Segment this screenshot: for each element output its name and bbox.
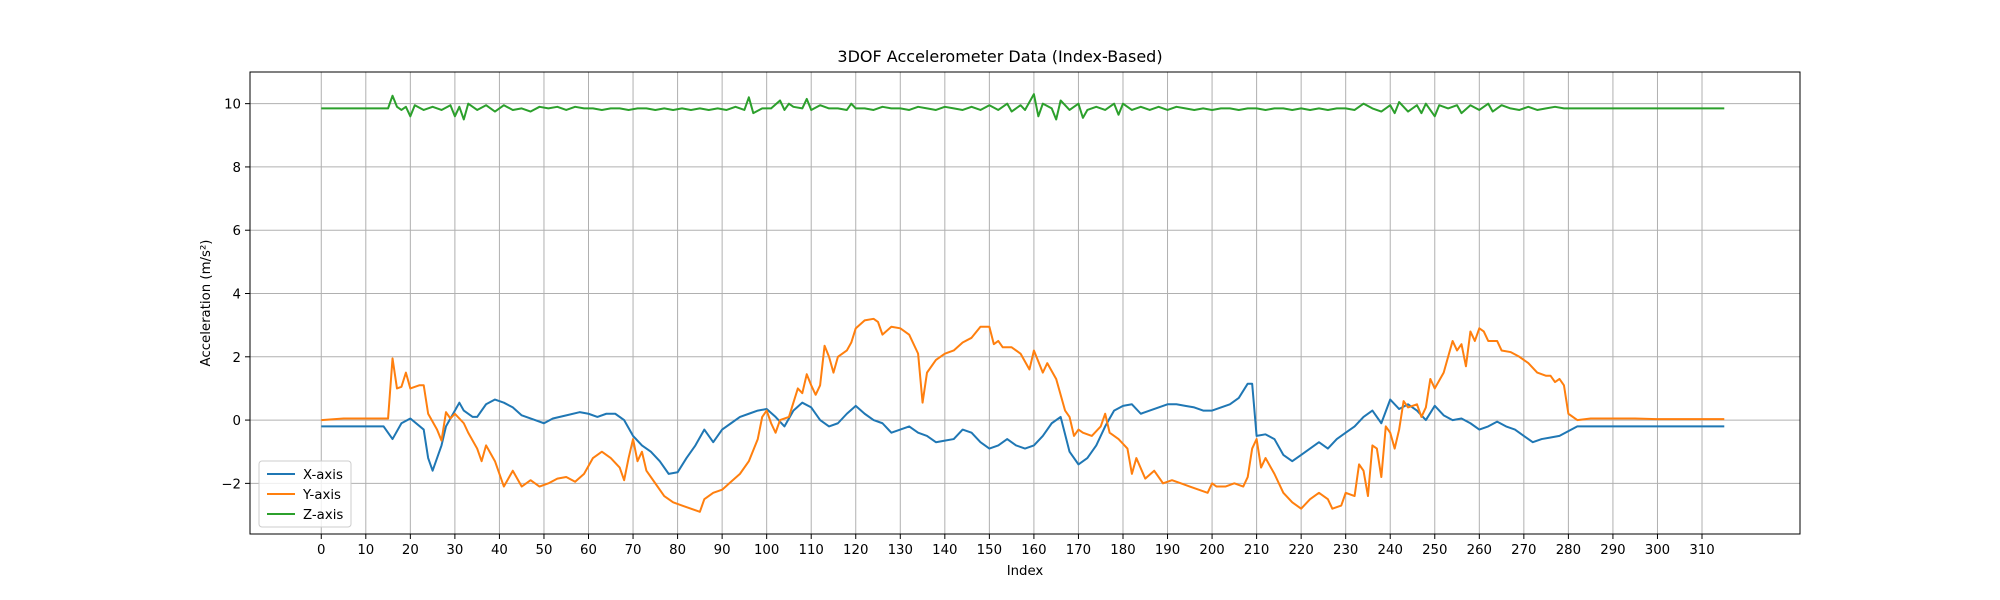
x-tick-label: 150 xyxy=(977,543,1002,558)
x-tick-label: 280 xyxy=(1556,543,1581,558)
x-tick-label: 60 xyxy=(580,543,597,558)
x-tick-label: 200 xyxy=(1199,543,1224,558)
x-tick-label: 70 xyxy=(625,543,642,558)
y-ticks: −2 0 2 4 6 8 10 xyxy=(221,98,250,492)
x-tick-label: 290 xyxy=(1600,543,1625,558)
x-tick-label: 110 xyxy=(799,543,824,558)
plot-frame xyxy=(249,71,1801,535)
x-tick-label: 260 xyxy=(1467,543,1492,558)
y-axis-series-line xyxy=(321,317,1725,513)
y-axis-label: Acceleration (m/s²) xyxy=(199,240,214,367)
x-tick-label: 50 xyxy=(536,543,553,558)
x-axis-label: Index xyxy=(1007,564,1044,579)
x-tick-label: 170 xyxy=(1066,543,1091,558)
legend-label-z: Z-axis xyxy=(303,508,343,523)
series-lines xyxy=(321,93,1725,513)
grid xyxy=(250,72,1800,534)
y-tick-label: 0 xyxy=(233,414,241,429)
x-tick-label: 240 xyxy=(1378,543,1403,558)
x-tick-label: 300 xyxy=(1645,543,1670,558)
x-axis-series-line xyxy=(321,382,1725,475)
x-tick-label: 0 xyxy=(317,543,325,558)
legend-label-y: Y-axis xyxy=(302,488,341,503)
x-tick-label: 160 xyxy=(1021,543,1046,558)
x-tick-label: 80 xyxy=(669,543,686,558)
x-tick-label: 210 xyxy=(1244,543,1269,558)
x-tick-label: 220 xyxy=(1288,543,1313,558)
y-tick-label: 6 xyxy=(233,224,241,239)
x-tick-label: 40 xyxy=(491,543,508,558)
x-tick-label: 10 xyxy=(357,543,374,558)
legend-label-x: X-axis xyxy=(303,468,343,483)
x-tick-label: 130 xyxy=(888,543,913,558)
x-tick-label: 180 xyxy=(1110,543,1135,558)
x-tick-label: 190 xyxy=(1155,543,1180,558)
z-axis-series-line xyxy=(321,93,1725,121)
x-tick-label: 140 xyxy=(932,543,957,558)
y-tick-label: 2 xyxy=(233,351,241,366)
y-tick-label: 10 xyxy=(224,98,241,113)
y-tick-label: 4 xyxy=(233,288,241,303)
legend: X-axis Y-axis Z-axis xyxy=(258,460,352,528)
x-tick-label: 310 xyxy=(1689,543,1714,558)
x-tick-label: 30 xyxy=(446,543,463,558)
x-tick-label: 90 xyxy=(714,543,731,558)
x-tick-label: 270 xyxy=(1511,543,1536,558)
y-tick-label: 8 xyxy=(233,161,241,176)
x-tick-label: 120 xyxy=(843,543,868,558)
y-tick-label: −2 xyxy=(221,477,241,492)
x-tick-label: 100 xyxy=(754,543,779,558)
x-ticks: 0 10 20 30 40 50 60 70 80 90 100 110 120 130 140 150 160… xyxy=(317,534,1715,558)
legend-box xyxy=(258,460,352,528)
x-tick-label: 250 xyxy=(1422,543,1447,558)
x-tick-label: 230 xyxy=(1333,543,1358,558)
x-tick-label: 20 xyxy=(402,543,419,558)
chart-title: 3DOF Accelerometer Data (Index-Based) xyxy=(837,47,1162,66)
